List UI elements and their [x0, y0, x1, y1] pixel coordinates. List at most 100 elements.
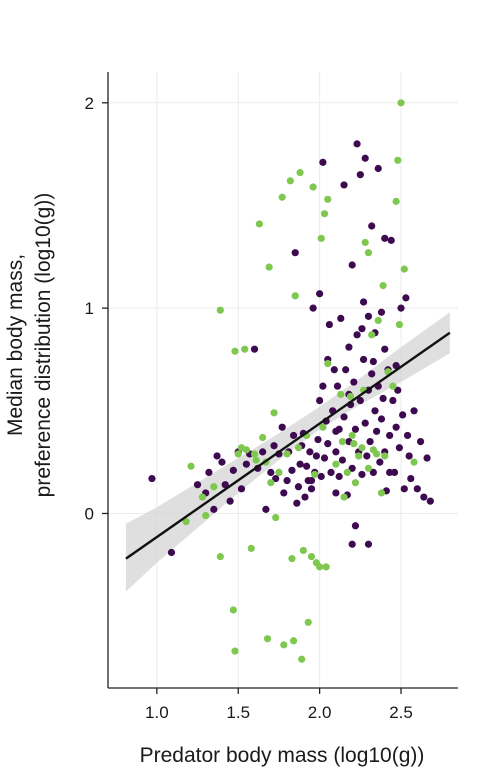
data-point-green: [275, 468, 283, 476]
data-point-green: [322, 563, 330, 571]
data-point-green: [410, 458, 418, 466]
data-point-purple: [332, 448, 340, 456]
data-point-purple: [377, 308, 386, 316]
data-point-purple: [340, 181, 348, 189]
data-point-green: [392, 197, 400, 205]
data-point-green: [231, 647, 239, 655]
x-tick-label: 2.0: [308, 703, 332, 722]
data-point-purple: [307, 477, 316, 485]
data-point-green: [368, 331, 376, 339]
data-point-green: [216, 306, 224, 314]
data-point-green: [316, 563, 324, 571]
data-point-purple: [335, 472, 343, 481]
data-point-green: [395, 320, 403, 329]
data-point-purple: [377, 415, 386, 423]
data-point-green: [389, 382, 397, 390]
data-point-purple: [350, 378, 358, 386]
data-point-purple: [397, 304, 405, 312]
data-point-purple: [342, 366, 350, 374]
data-point-purple: [351, 425, 360, 433]
y-tick-label: 2: [85, 94, 94, 113]
data-point-green: [294, 444, 303, 452]
data-point-purple: [369, 357, 377, 366]
data-point-purple: [369, 468, 377, 476]
data-point-purple: [291, 249, 299, 257]
data-point-purple: [348, 540, 356, 548]
grid-lines: [108, 72, 458, 688]
data-point-green: [304, 618, 312, 626]
data-point-purple: [242, 460, 250, 468]
data-point-purple: [320, 454, 329, 462]
data-point-purple: [403, 431, 412, 440]
data-point-purple: [413, 485, 421, 493]
data-point-purple: [270, 442, 278, 450]
data-point-purple: [395, 444, 403, 452]
data-point-purple: [283, 477, 291, 485]
data-point-green: [338, 438, 347, 446]
data-point-purple: [338, 456, 347, 464]
data-point-purple: [381, 234, 389, 242]
data-point-green: [272, 513, 280, 522]
data-point-purple: [294, 483, 303, 491]
data-point-green: [286, 177, 294, 185]
data-point-green: [198, 493, 207, 501]
tick-labels: 1.0 1.5 2.0 2.5 0 1 2: [85, 94, 413, 722]
data-point-green: [361, 238, 369, 247]
data-point-green: [210, 483, 218, 491]
data-point-green: [374, 316, 382, 325]
data-point-green: [307, 552, 316, 561]
x-tick-label: 1.5: [226, 703, 250, 722]
data-point-purple: [289, 431, 298, 440]
data-point-green: [400, 265, 408, 273]
data-point-purple: [387, 236, 395, 244]
data-point-purple: [167, 548, 176, 557]
data-point-purple: [296, 460, 304, 468]
data-point-purple: [358, 325, 366, 333]
data-point-green: [229, 606, 237, 614]
data-point-green: [348, 431, 356, 440]
data-point-purple: [293, 499, 301, 507]
data-point-green: [216, 552, 224, 561]
data-point-purple: [402, 294, 410, 302]
data-point-green: [296, 169, 304, 177]
data-point-green: [364, 249, 373, 257]
data-point-green: [324, 195, 332, 203]
data-point-purple: [376, 458, 384, 466]
data-point-purple: [250, 345, 259, 353]
data-point-purple: [280, 489, 288, 497]
data-point-purple: [307, 485, 316, 493]
fit-line-group: [125, 331, 451, 560]
data-point-purple: [416, 438, 425, 446]
data-point-green: [394, 156, 402, 164]
data-point-green: [397, 99, 405, 107]
data-point-purple: [407, 474, 415, 483]
data-point-green: [270, 409, 278, 417]
data-point-green: [234, 450, 242, 458]
data-point-purple: [278, 423, 286, 431]
data-point-purple: [394, 386, 402, 394]
y-tick-label: 0: [85, 504, 94, 523]
data-point-green: [187, 462, 195, 470]
data-point-green: [351, 479, 360, 487]
data-point-purple: [306, 448, 314, 456]
data-point-purple: [426, 497, 434, 505]
data-point-purple: [392, 362, 400, 370]
data-point-purple: [423, 454, 431, 462]
data-point-green: [343, 468, 351, 476]
regression-line: [125, 331, 451, 560]
data-point-green: [252, 456, 260, 464]
data-point-green: [346, 392, 355, 401]
data-point-green: [267, 479, 275, 487]
data-point-purple: [337, 314, 345, 322]
data-point-purple: [359, 355, 368, 364]
data-point-purple: [348, 464, 356, 472]
data-point-purple: [316, 290, 324, 298]
data-point-green: [250, 450, 259, 458]
y-axis-title-line1: Median body mass,: [4, 254, 27, 436]
data-point-purple: [193, 481, 202, 489]
data-point-green: [319, 423, 327, 431]
data-point-purple: [410, 407, 418, 415]
data-point-purple: [351, 522, 360, 530]
data-point-purple: [324, 440, 332, 448]
